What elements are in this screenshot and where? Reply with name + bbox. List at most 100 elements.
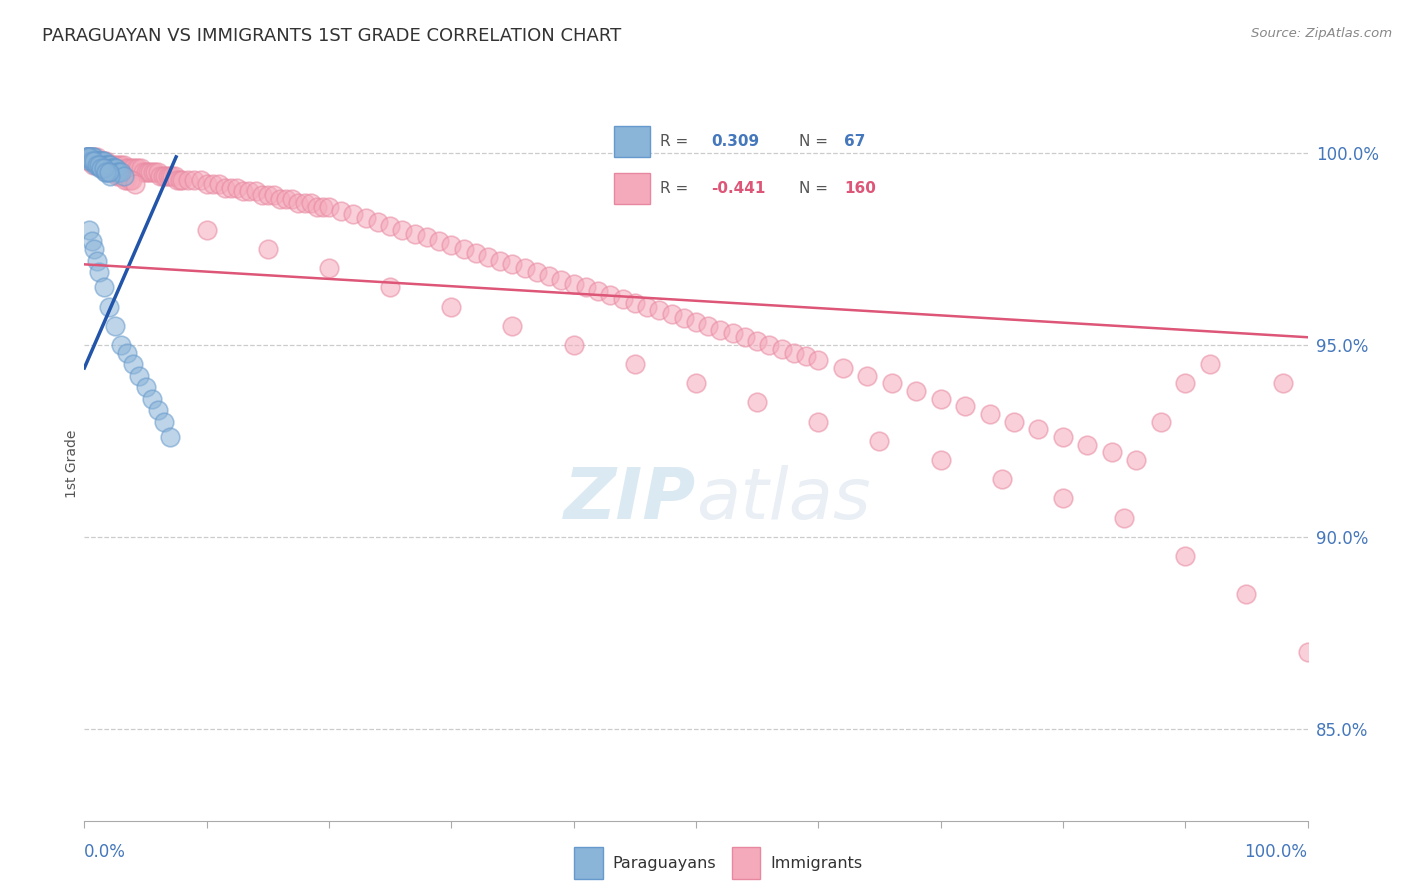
Point xyxy=(104,161,127,176)
Point xyxy=(245,185,267,199)
Point xyxy=(929,453,952,467)
Point xyxy=(83,150,105,164)
Point xyxy=(90,153,112,168)
Point xyxy=(101,161,124,176)
Point xyxy=(146,403,169,417)
Point xyxy=(91,161,114,176)
Point xyxy=(1052,430,1074,444)
Point xyxy=(183,173,205,187)
Point xyxy=(110,158,132,172)
Point xyxy=(159,430,181,444)
Text: Immigrants: Immigrants xyxy=(770,855,862,871)
Point xyxy=(163,169,186,183)
Point xyxy=(257,188,280,202)
Point xyxy=(294,196,316,211)
Point xyxy=(97,161,120,176)
Point xyxy=(586,284,609,298)
FancyBboxPatch shape xyxy=(614,173,650,204)
Point xyxy=(128,368,150,383)
Point xyxy=(162,169,184,183)
Point xyxy=(84,153,107,168)
Point xyxy=(80,153,103,168)
Point xyxy=(75,150,97,164)
Point xyxy=(77,150,100,164)
Point xyxy=(214,180,236,194)
Point xyxy=(238,185,260,199)
Point xyxy=(117,161,139,176)
Point xyxy=(1052,491,1074,506)
Point xyxy=(342,207,364,221)
Point xyxy=(281,192,304,206)
Point xyxy=(77,153,100,168)
Point xyxy=(672,311,695,326)
Point xyxy=(100,158,122,172)
Point xyxy=(1150,415,1173,429)
Point xyxy=(990,472,1012,486)
Point xyxy=(129,161,152,176)
Point xyxy=(427,235,450,249)
Point xyxy=(575,280,598,294)
FancyBboxPatch shape xyxy=(614,126,650,157)
Point xyxy=(1174,376,1197,391)
Point xyxy=(758,338,780,352)
Point xyxy=(87,158,110,172)
Point xyxy=(226,180,249,194)
Point xyxy=(330,203,353,218)
Point xyxy=(105,169,128,183)
Point xyxy=(807,415,830,429)
Point xyxy=(489,253,512,268)
Point xyxy=(107,158,129,172)
Point xyxy=(153,169,176,183)
Point xyxy=(97,158,120,172)
Point xyxy=(87,153,110,168)
Point xyxy=(127,161,149,176)
Point xyxy=(276,192,298,206)
Point xyxy=(501,257,523,271)
Point xyxy=(149,169,172,183)
Point xyxy=(84,153,107,168)
Point xyxy=(98,161,121,176)
Point xyxy=(77,150,100,164)
Point xyxy=(538,268,561,283)
Text: 67: 67 xyxy=(844,134,865,149)
Point xyxy=(87,158,110,172)
Point xyxy=(105,161,128,176)
Point xyxy=(97,158,120,172)
Point xyxy=(929,392,952,406)
Point xyxy=(612,292,634,306)
Point xyxy=(208,177,231,191)
Text: R =: R = xyxy=(659,181,693,196)
Point xyxy=(146,165,169,179)
Point xyxy=(114,173,136,187)
Point xyxy=(98,169,121,183)
Point xyxy=(120,161,142,176)
Point xyxy=(86,253,108,268)
Point xyxy=(1272,376,1295,391)
Point xyxy=(318,200,340,214)
Point xyxy=(794,350,817,364)
Point xyxy=(152,169,174,183)
Point xyxy=(105,158,128,172)
Point xyxy=(132,165,155,179)
Point xyxy=(624,295,647,310)
Point xyxy=(91,153,114,168)
Point xyxy=(1002,415,1025,429)
Text: PARAGUAYAN VS IMMIGRANTS 1ST GRADE CORRELATION CHART: PARAGUAYAN VS IMMIGRANTS 1ST GRADE CORRE… xyxy=(42,27,621,45)
Point xyxy=(550,273,572,287)
Point xyxy=(91,161,114,176)
Point xyxy=(416,230,439,244)
Point xyxy=(77,150,100,164)
Point xyxy=(1125,453,1147,467)
Point xyxy=(96,153,118,168)
Point xyxy=(86,153,108,168)
Point xyxy=(115,173,138,187)
FancyBboxPatch shape xyxy=(731,847,761,880)
Point xyxy=(501,318,523,333)
Point xyxy=(79,153,101,168)
Point xyxy=(380,280,402,294)
Point xyxy=(257,242,280,256)
Point xyxy=(513,261,536,276)
Point xyxy=(80,150,103,164)
Point xyxy=(169,173,191,187)
Point xyxy=(636,300,658,314)
